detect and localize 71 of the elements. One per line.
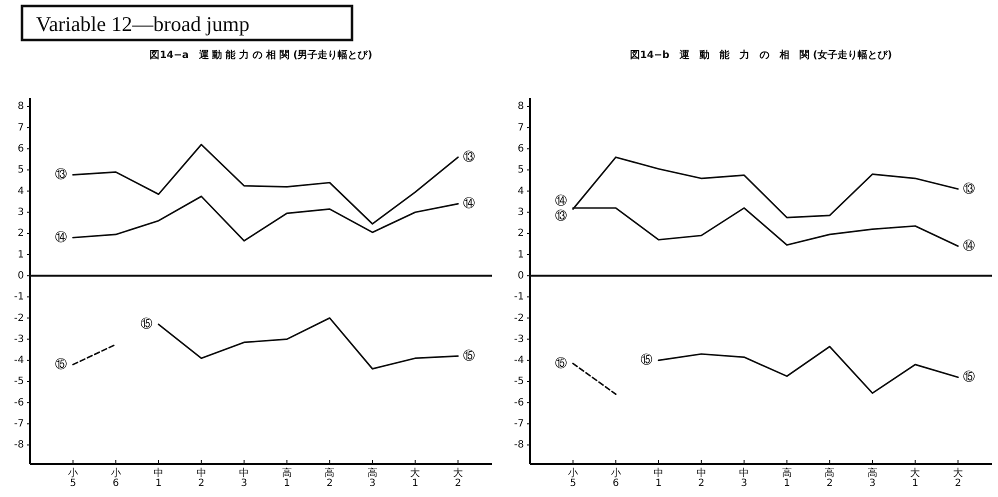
y-tick-label: -6 (14, 397, 24, 408)
y-tick-label: 8 (18, 101, 24, 112)
x-tick-label: 大 1 (410, 467, 420, 489)
series-label: ⑬ (963, 181, 975, 196)
y-tick-label: 7 (18, 122, 24, 134)
y-tick-label: -4 (514, 355, 524, 366)
text: ⑭ (555, 193, 567, 208)
y-tick-label: -5 (14, 376, 24, 388)
series-label: ⑮ (963, 370, 975, 384)
y-tick-label: -1 (14, 292, 24, 303)
x-tick-label: 小 6 (610, 467, 621, 489)
x-tick-label: 大 2 (953, 467, 963, 489)
y-tick-label: 6 (18, 144, 24, 155)
y-tick-label: 7 (518, 122, 524, 134)
y-tick-label: 2 (18, 228, 24, 240)
y-tick-label: -2 (514, 312, 524, 324)
y-tick-label: 1 (18, 249, 24, 260)
x-tick-label: 中 3 (239, 467, 250, 489)
y-tick-label: -7 (514, 418, 524, 430)
x-tick-label: 高 1 (782, 467, 792, 489)
series-label: ⑬ (463, 150, 475, 164)
x-tick-label: 中 2 (196, 467, 206, 489)
x-tick-label: 大 1 (910, 467, 920, 489)
y-tick-label: 5 (18, 164, 24, 176)
y-tick-label: -7 (14, 418, 24, 430)
y-tick-label: 0 (18, 270, 24, 282)
y-tick-label: 3 (18, 206, 24, 218)
x-tick-label: 中 2 (696, 467, 706, 489)
y-tick-label: 0 (518, 270, 524, 282)
y-tick-label: -4 (14, 355, 24, 366)
y-tick-label: 1 (518, 249, 524, 260)
x-tick-label: 高 3 (367, 467, 378, 489)
y-tick-label: 3 (518, 206, 524, 218)
chart-title: 図14−b 運 動 能 力 の 相 関 (女子走り幅とび) (630, 49, 892, 61)
y-tick-label: 5 (518, 164, 524, 176)
x-tick-label: 中 1 (154, 467, 164, 489)
y-tick-label: 8 (518, 101, 524, 112)
y-tick-label: -3 (14, 334, 24, 345)
x-tick-label: 小 6 (110, 467, 121, 489)
series-label: ⑮ (555, 356, 567, 370)
y-tick-label: 2 (518, 228, 524, 240)
text: Variable 12—broad jump (36, 12, 250, 36)
x-tick-label: 中 1 (654, 467, 664, 489)
x-tick-label: 高 3 (867, 467, 878, 489)
series-label: ⑮ (463, 348, 475, 362)
x-tick-label: 小 5 (68, 467, 78, 489)
y-tick-label: -8 (14, 440, 24, 451)
text: ⑭ (55, 230, 67, 244)
text: ⑮ (640, 352, 653, 367)
y-tick-label: -5 (514, 376, 524, 388)
x-tick-label: 小 5 (568, 467, 578, 489)
text: ⑮ (140, 316, 153, 331)
x-tick-label: 大 2 (453, 467, 463, 489)
y-tick-label: -2 (14, 312, 24, 324)
text: ⑬ (555, 208, 567, 222)
series-label: ⑮ (55, 356, 67, 371)
y-tick-label: -3 (514, 334, 524, 345)
series-label: ⑭ (463, 196, 475, 210)
x-tick-label: 高 2 (324, 467, 335, 489)
y-tick-label: -8 (514, 440, 524, 451)
x-tick-label: 高 2 (824, 467, 835, 489)
y-tick-label: 6 (518, 144, 524, 155)
y-tick-label: -1 (514, 292, 524, 303)
y-tick-label: 4 (18, 186, 24, 197)
text: ⑬ (55, 167, 67, 182)
y-tick-label: -6 (514, 397, 524, 408)
x-tick-label: 中 3 (739, 467, 750, 489)
y-tick-label: 4 (518, 186, 524, 197)
series-label: ⑭ (963, 238, 975, 252)
chart-title: 図14−a 運 動 能 力 の 相 関 (男子走り幅とび) (150, 49, 372, 61)
x-tick-label: 高 1 (282, 467, 292, 489)
